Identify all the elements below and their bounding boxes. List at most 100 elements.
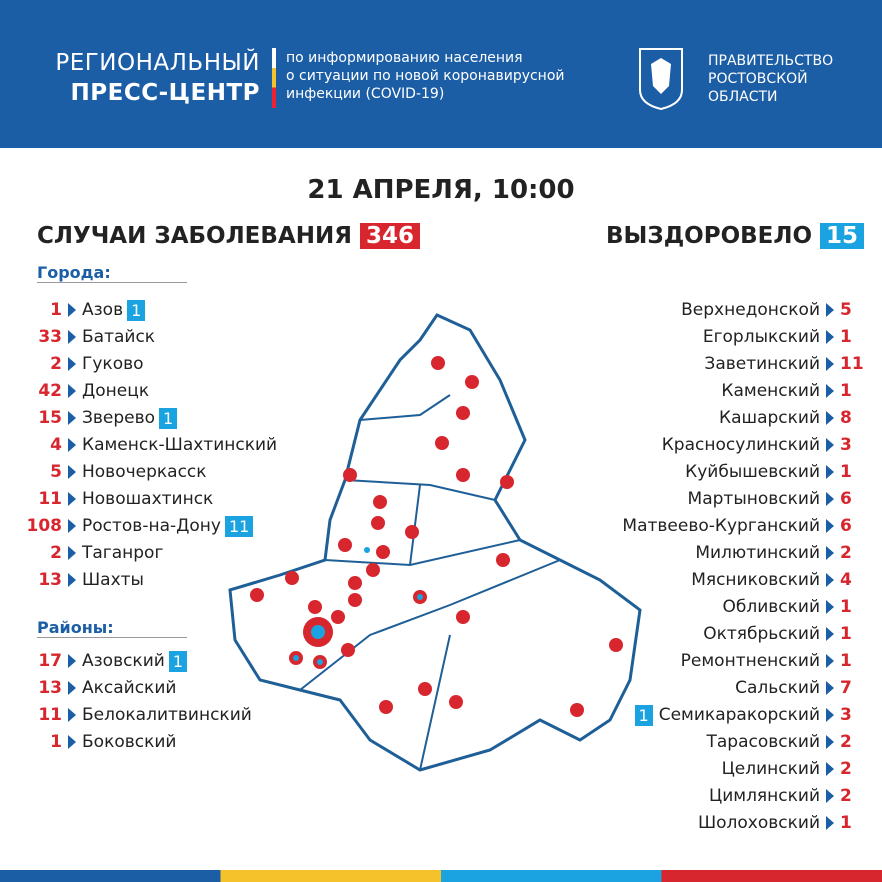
footer-strip — [0, 870, 882, 882]
recovered: ВЫЗДОРОВЕЛО 15 — [606, 223, 865, 249]
place-name: Аксайский — [82, 678, 177, 698]
arrow — [826, 600, 834, 614]
arrow — [68, 357, 76, 371]
place-name: Милютинский — [695, 543, 820, 563]
place-name: Октябрьский — [703, 624, 820, 644]
date: 21 АПРЕЛЯ, 10:00 — [307, 175, 575, 205]
header: РЕГИОНАЛЬНЫЙ ПРЕСС-ЦЕНТР по информирован… — [0, 0, 882, 148]
place-name: Белокалитвинский — [82, 705, 252, 725]
place-name: Таганрог — [82, 543, 164, 563]
place-name: Шолоховский — [697, 813, 820, 833]
arrow — [826, 330, 834, 344]
arrow — [826, 465, 834, 479]
place-name: Мясниковский — [691, 570, 820, 590]
case-count: 1 — [840, 813, 852, 833]
case-count: 1 — [840, 597, 852, 617]
recovered-count: 1 — [168, 650, 187, 672]
case-count: 1 — [50, 300, 62, 320]
list-row: Красносулинский 3 — [662, 433, 860, 457]
arrow — [826, 708, 834, 722]
case-count: 2 — [840, 786, 852, 806]
arrow — [826, 573, 834, 587]
case-count: 17 — [38, 651, 62, 671]
case-count: 33 — [38, 327, 62, 347]
place-name: Ростов-на-Дону — [82, 516, 221, 536]
arrow — [826, 303, 834, 317]
case-count: 11 — [38, 705, 62, 725]
case-count: 11 — [38, 489, 62, 509]
list-row: Октябрьский 1 — [703, 622, 860, 646]
arrow — [68, 681, 76, 695]
place-name: Красносулинский — [661, 435, 820, 455]
list-row: 13 Шахты — [10, 568, 144, 592]
list-row: 33 Батайск — [10, 325, 155, 349]
place-name: Верхнедонской — [681, 300, 820, 320]
arrow — [68, 708, 76, 722]
list-row: Обливский 1 — [722, 595, 860, 619]
place-name: Новошахтинск — [82, 489, 214, 509]
place-name: Заветинский — [704, 354, 820, 374]
list-row: Цимлянский 2 — [709, 784, 860, 808]
title: ПРЕСС-ЦЕНТР — [70, 80, 260, 106]
list-row: Егорлыкский 1 — [703, 325, 860, 349]
place-name: Каменский — [721, 381, 820, 401]
arrow — [826, 546, 834, 560]
list-row: 1 Азов 1 — [10, 298, 146, 322]
case-count: 3 — [840, 705, 852, 725]
case-count: 8 — [840, 408, 852, 428]
list-row: Верхнедонской 5 — [681, 298, 860, 322]
case-count: 2 — [840, 759, 852, 779]
place-name: Гуково — [82, 354, 144, 374]
list-row: Целинский 2 — [722, 757, 860, 781]
list-row: Милютинский 2 — [695, 541, 860, 565]
arrow — [826, 681, 834, 695]
arrow — [826, 654, 834, 668]
emblem — [639, 48, 683, 111]
arrow — [826, 627, 834, 641]
case-count: 7 — [840, 678, 852, 698]
case-count: 5 — [840, 300, 852, 320]
map — [228, 313, 642, 772]
list-row: Матвеево-Курганский 6 — [622, 514, 860, 538]
place-name: Шахты — [82, 570, 144, 590]
arrow — [68, 519, 76, 533]
case-count: 6 — [840, 489, 852, 509]
list-row: 11 Новошахтинск — [10, 487, 213, 511]
place-name: Боковский — [82, 732, 177, 752]
arrow — [826, 762, 834, 776]
list-row: 1 Семикаракорский 3 — [631, 703, 860, 727]
list-row: Каменский 1 — [721, 379, 860, 403]
place-name: Матвеево-Курганский — [622, 516, 820, 536]
case-count: 6 — [840, 516, 852, 536]
list-row: 2 Таганрог — [10, 541, 163, 565]
case-count: 2 — [50, 543, 62, 563]
case-count: 4 — [840, 570, 852, 590]
list-row: 11 Белокалитвинский — [10, 703, 252, 727]
case-count: 1 — [840, 381, 852, 401]
place-name: Егорлыкский — [702, 327, 820, 347]
case-count: 1 — [840, 462, 852, 482]
cities-heading: Города: — [37, 263, 187, 283]
arrow — [826, 411, 834, 425]
cases: СЛУЧАИ ЗАБОЛЕВАНИЯ 346 — [37, 223, 420, 249]
list-row: Сальский 7 — [735, 676, 860, 700]
list-row: 4 Каменск-Шахтинский — [10, 433, 277, 457]
case-count: 42 — [38, 381, 62, 401]
list-row: 1 Боковский — [10, 730, 176, 754]
case-count: 3 — [840, 435, 852, 455]
arrow — [68, 303, 76, 317]
case-count: 5 — [50, 462, 62, 482]
place-name: Мартыновский — [687, 489, 820, 509]
place-name: Донецк — [82, 381, 150, 401]
place-name: Новочеркасск — [82, 462, 207, 482]
arrow — [68, 330, 76, 344]
arrow — [68, 735, 76, 749]
case-count: 13 — [38, 570, 62, 590]
arrow — [826, 735, 834, 749]
arrow — [826, 816, 834, 830]
title: РЕГИОНАЛЬНЫЙ — [55, 50, 260, 76]
case-count: 2 — [840, 732, 852, 752]
case-count: 11 — [840, 354, 864, 374]
list-row: 42 Донецк — [10, 379, 149, 403]
